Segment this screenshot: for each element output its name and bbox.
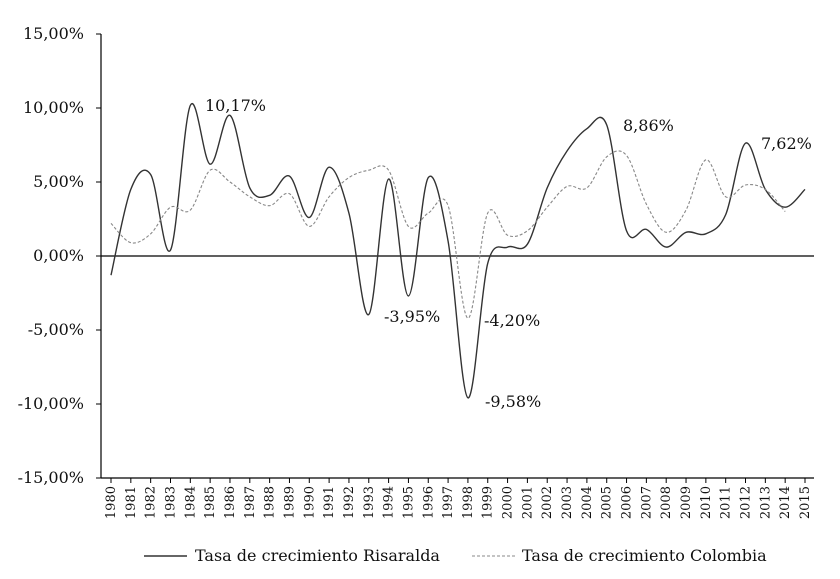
data-label: 10,17% xyxy=(205,96,266,115)
x-tick-label: 1997 xyxy=(441,486,456,519)
series-lines xyxy=(110,102,806,399)
legend-label-colombia: Tasa de crecimiento Colombia xyxy=(522,546,767,565)
x-tick-label: 1990 xyxy=(302,486,317,519)
y-tick-label: -10,00% xyxy=(18,394,84,413)
legend: Tasa de crecimiento Risaralda Tasa de cre… xyxy=(144,546,767,565)
series-line-risaralda xyxy=(110,102,806,399)
data-label: 7,62% xyxy=(761,134,812,153)
x-tick-label: 2011 xyxy=(719,486,734,519)
x-tick-label: 1986 xyxy=(223,486,238,519)
legend-label-risaralda: Tasa de crecimiento Risaralda xyxy=(195,546,440,565)
x-tick-label: 1994 xyxy=(382,486,397,519)
x-tick-label: 2000 xyxy=(501,486,516,519)
x-tick-label: 1992 xyxy=(342,486,357,519)
x-tick-label: 2015 xyxy=(798,486,813,519)
x-tick-label: 1999 xyxy=(481,486,496,519)
x-tick-label: 2007 xyxy=(639,486,654,519)
x-tick-label: 1985 xyxy=(203,486,218,519)
x-tick-label: 1981 xyxy=(124,486,139,519)
x-tick-label: 1998 xyxy=(461,486,476,519)
data-label: 8,86% xyxy=(623,116,674,135)
x-tick-label: 1993 xyxy=(362,486,377,519)
x-tick-label: 1995 xyxy=(401,486,416,519)
x-tick-label: 1991 xyxy=(322,486,337,519)
x-tick-label: 2006 xyxy=(620,486,635,519)
x-tick-label: 2010 xyxy=(699,486,714,519)
x-tick-label: 1988 xyxy=(263,486,278,519)
x-tick-label: 2009 xyxy=(679,486,694,519)
series-line-colombia xyxy=(110,150,786,319)
x-tick-label: 1996 xyxy=(421,486,436,519)
x-tick-label: 2003 xyxy=(560,486,575,519)
x-tick-label: 2004 xyxy=(580,486,595,519)
x-tick-label: 1982 xyxy=(144,486,159,519)
y-tick-label: 5,00% xyxy=(33,172,84,191)
x-tick-label: 1980 xyxy=(104,486,119,519)
x-tick-label: 2014 xyxy=(778,486,793,519)
data-label: -4,20% xyxy=(484,311,540,330)
annotations: 10,17% -3,95% -4,20% -9,58% 8,86% 7,62% xyxy=(205,96,812,411)
x-tick-label: 1989 xyxy=(282,486,297,519)
y-tick-label: 10,00% xyxy=(23,98,84,117)
y-axis: 15,00% 10,00% 5,00% 0,00% -5,00% -10,00% -15,0… xyxy=(18,24,102,487)
x-tick-label: 2001 xyxy=(520,486,535,519)
y-tick-label: 15,00% xyxy=(23,24,84,43)
x-tick-label: 1987 xyxy=(243,486,258,519)
y-tick-label: -5,00% xyxy=(28,320,84,339)
x-tick-label: 2002 xyxy=(540,486,555,519)
x-tick-label: 2008 xyxy=(659,486,674,519)
x-axis: 1980 1981 1982 1983 1984 1985 1986 1987 1988 1989… xyxy=(101,255,814,519)
x-tick-label: 2012 xyxy=(739,486,754,519)
data-label: -3,95% xyxy=(384,307,440,326)
y-tick-label: -15,00% xyxy=(18,468,84,487)
data-label: -9,58% xyxy=(485,392,541,411)
x-tick-label: 1983 xyxy=(163,486,178,519)
x-tick-label: 1984 xyxy=(183,486,198,519)
x-tick-label: 2013 xyxy=(758,486,773,519)
x-tick-label: 2005 xyxy=(600,486,615,519)
y-tick-label: 0,00% xyxy=(33,246,84,265)
